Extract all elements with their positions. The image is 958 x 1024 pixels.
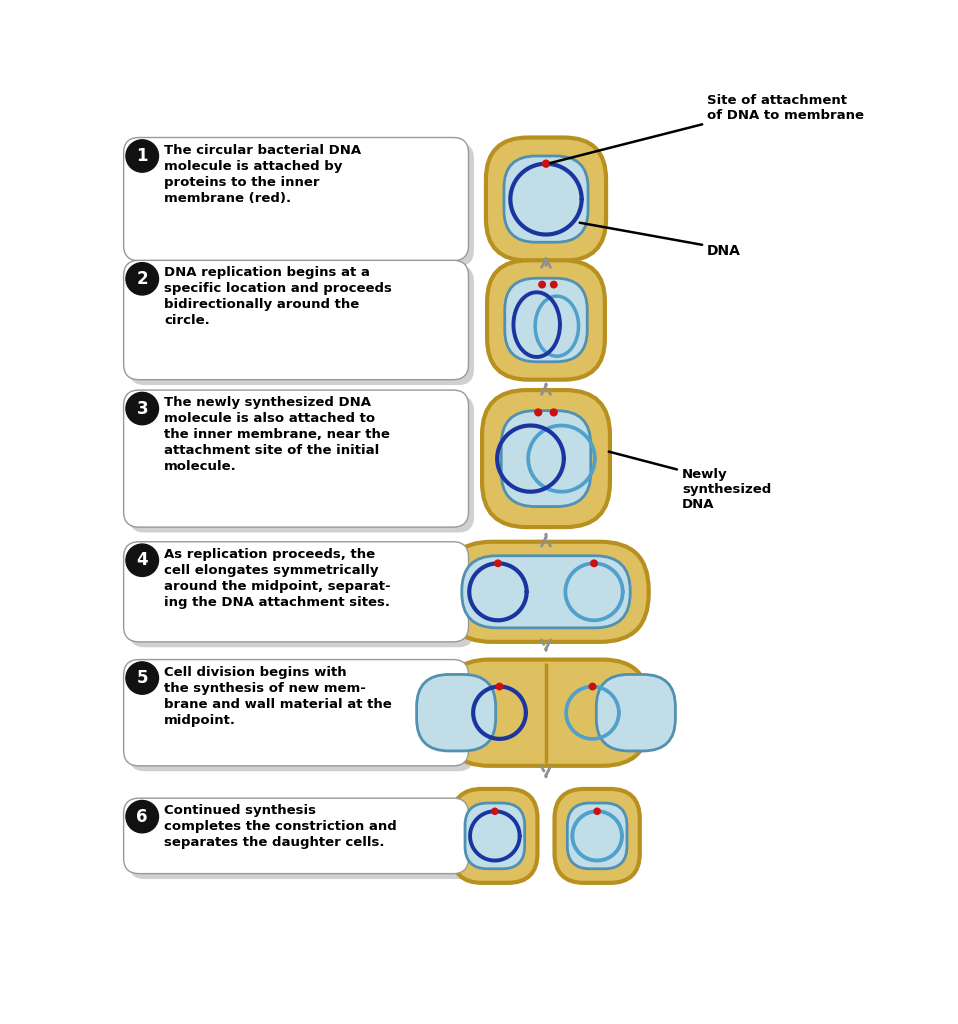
FancyBboxPatch shape [124,390,468,527]
Text: Cell division begins with
the synthesis of new mem-
brane and wall material at t: Cell division begins with the synthesis … [164,666,392,727]
FancyBboxPatch shape [124,798,468,873]
Circle shape [125,262,158,295]
FancyBboxPatch shape [124,260,468,380]
Text: Site of attachment
of DNA to membrane: Site of attachment of DNA to membrane [707,94,864,122]
Text: 2: 2 [136,269,148,288]
Text: DNA: DNA [707,244,741,258]
Circle shape [550,409,558,416]
FancyBboxPatch shape [129,265,474,385]
FancyBboxPatch shape [505,279,587,361]
Circle shape [496,683,503,690]
Text: DNA replication begins at a
specific location and proceeds
bidirectionally aroun: DNA replication begins at a specific loc… [164,266,392,328]
FancyBboxPatch shape [567,803,627,868]
FancyBboxPatch shape [465,803,525,868]
Circle shape [542,160,550,167]
Circle shape [125,544,158,577]
FancyBboxPatch shape [462,556,630,628]
FancyBboxPatch shape [452,788,537,883]
Text: 4: 4 [136,551,148,569]
Circle shape [125,392,158,425]
FancyBboxPatch shape [487,260,604,380]
Text: 1: 1 [136,147,148,165]
Circle shape [494,560,501,566]
Text: Newly
synthesized
DNA: Newly synthesized DNA [682,468,771,511]
Text: 3: 3 [136,399,148,418]
Circle shape [594,808,601,814]
FancyBboxPatch shape [486,137,606,261]
Circle shape [125,140,158,172]
Circle shape [491,808,498,814]
FancyBboxPatch shape [504,156,588,243]
Text: Continued synthesis
completes the constriction and
separates the daughter cells.: Continued synthesis completes the constr… [164,804,397,849]
Text: 6: 6 [136,808,148,825]
FancyBboxPatch shape [124,137,468,261]
Text: 5: 5 [136,669,148,687]
Circle shape [125,662,158,694]
Circle shape [125,801,158,833]
FancyBboxPatch shape [444,542,649,642]
Text: The newly synthesized DNA
molecule is also attached to
the inner membrane, near : The newly synthesized DNA molecule is al… [164,396,390,473]
Text: As replication proceeds, the
cell elongates symmetrically
around the midpoint, s: As replication proceeds, the cell elonga… [164,548,391,609]
FancyBboxPatch shape [129,395,474,532]
FancyBboxPatch shape [537,663,555,763]
Circle shape [538,282,545,288]
FancyBboxPatch shape [501,411,591,507]
FancyBboxPatch shape [482,390,610,527]
FancyBboxPatch shape [124,659,468,766]
Circle shape [535,409,541,416]
FancyBboxPatch shape [129,143,474,266]
FancyBboxPatch shape [129,547,474,647]
FancyBboxPatch shape [596,675,675,751]
FancyBboxPatch shape [417,675,495,751]
Circle shape [591,560,597,566]
Circle shape [589,683,596,690]
FancyBboxPatch shape [555,788,640,883]
FancyBboxPatch shape [129,804,474,879]
FancyBboxPatch shape [129,665,474,771]
Circle shape [551,282,557,288]
FancyBboxPatch shape [124,542,468,642]
Text: The circular bacterial DNA
molecule is attached by
proteins to the inner
membran: The circular bacterial DNA molecule is a… [164,143,361,205]
FancyBboxPatch shape [444,659,649,766]
